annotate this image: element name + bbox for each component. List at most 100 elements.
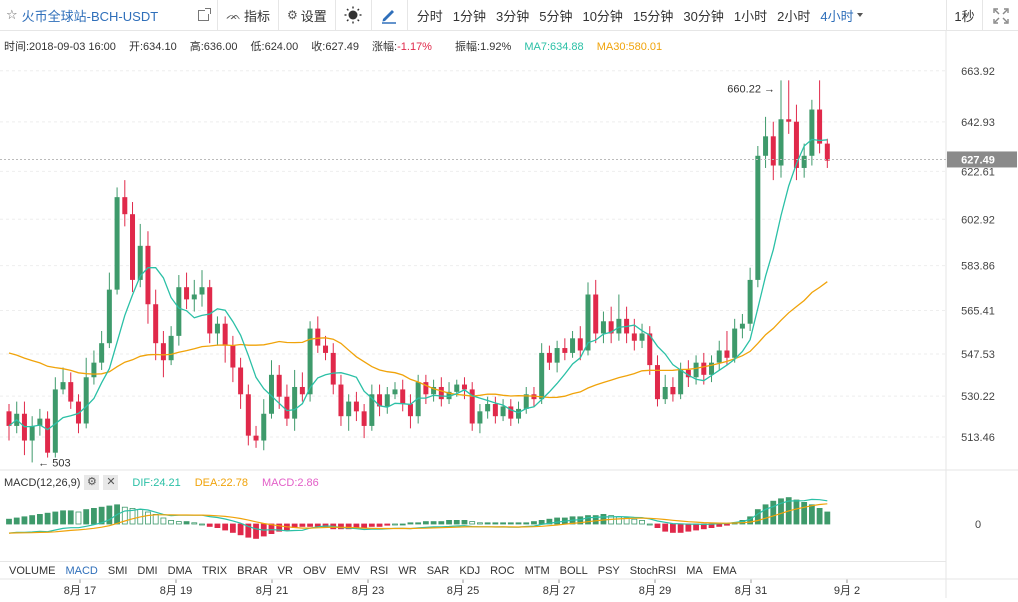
candle-body [492,404,498,417]
indicator-tab-obv[interactable]: OBV [302,564,327,577]
refresh-interval-button[interactable]: 1秒 [946,0,982,31]
candle-body [407,404,413,417]
timeframe-9[interactable]: 4小时 [815,0,867,31]
indicator-tab-volume[interactable]: VOLUME [9,564,56,577]
candle-body [724,350,730,358]
ma7-path [8,138,828,431]
indicator-tab-wr[interactable]: WR [398,564,417,577]
timeframe-2[interactable]: 3分钟 [496,8,530,24]
macd-zero-label: 0 [975,519,981,531]
indicator-tab-dma[interactable]: DMA [167,564,193,577]
indicator-tab-macd[interactable]: MACD [65,564,98,577]
indicator-tab-dmi[interactable]: DMI [137,564,158,577]
ma7-line [8,138,828,431]
indicator-tab-sar[interactable]: SAR [426,564,450,577]
candle-body [145,245,151,305]
timeframe-6[interactable]: 30分钟 [683,8,724,24]
macd-bar [299,523,306,527]
indicator-tab-roc[interactable]: ROC [490,564,515,577]
timeframe-0[interactable]: 分时 [416,8,443,24]
indicator-tab-stochrsi[interactable]: StochRSI [629,564,677,577]
macd-bar [801,501,808,525]
external-link-icon[interactable] [198,7,211,21]
macd-macd-value: MACD:2.86 [261,476,319,489]
candle-body [716,350,722,363]
macd-bar [600,514,607,525]
indicator-tab-boll[interactable]: BOLL [559,564,588,577]
candle-body [431,386,437,395]
fullscreen-button[interactable] [982,0,1018,31]
candle-body [763,136,769,156]
timeframe-1[interactable]: 1分钟 [452,8,486,24]
indicator-tab-emv[interactable]: EMV [336,564,361,577]
macd-bar [585,515,591,525]
price-tick-label: 513.46 [961,432,995,444]
candle-body [793,121,799,168]
time-axis: 8月 17 8月 19 8月 21 8月 23 8月 25 8月 27 8月 29 8月 31… [0,578,1018,597]
candle-body [292,386,298,419]
candle-body [809,109,815,156]
macd-bar [276,523,283,532]
timeframe-3[interactable]: 5分钟 [539,8,573,24]
candle-body [400,389,406,405]
indicator-tab-smi[interactable]: SMI [107,564,128,577]
theme-toggle-button[interactable] [336,0,372,31]
favorite-star-icon[interactable]: ☆ [6,7,18,22]
timeframe-8[interactable]: 2小时 [777,8,811,24]
info-low: 低:624.00 [250,41,299,53]
indicator-tab-vr[interactable]: VR [277,564,293,577]
macd-bar [307,523,313,527]
draw-tool-button[interactable] [372,0,408,31]
macd-bar [554,517,561,525]
candle-body [299,386,305,395]
indicator-tab-ema[interactable]: EMA [712,564,737,577]
macd-bar [685,523,692,532]
indicator-tab-brar[interactable]: BRAR [237,564,268,577]
macd-dea-line [8,503,828,534]
candle-body [546,352,552,363]
macd-close-icon[interactable]: ✕ [103,475,119,490]
indicator-tab-psy[interactable]: PSY [597,564,620,577]
price-tick-label: 642.93 [961,117,995,129]
settings-button[interactable]: ⚙ 设置 [279,0,336,31]
last-price-label: 627.49 [961,154,995,166]
macd-bar [214,523,221,528]
macd-bar [13,517,20,525]
indicator-tab-mtm[interactable]: MTM [524,564,550,577]
ohlc-info-line: 时间:2018-09-03 16:00 开:634.10 高:636.00 低:… [4,38,672,54]
market-title[interactable]: ☆ 火币全球站-BCH-USDT [0,0,218,31]
macd-bar [322,523,329,528]
macd-bar [708,523,715,528]
info-time: 时间:2018-09-03 16:00 [4,41,116,53]
macd-bar [392,523,398,526]
macd-bar [98,506,105,525]
indicators-button[interactable]: ᨏ 指标 [218,0,279,31]
candle-body [230,345,236,368]
candle-body [485,404,491,412]
timeframe-7[interactable]: 1小时 [733,8,768,24]
candle-body [184,287,190,300]
ma30-line [8,281,828,399]
candle-body [801,155,807,168]
candle-body [693,362,699,378]
macd-bar [461,520,468,525]
indicator-tab-rsi[interactable]: RSI [370,564,389,577]
indicator-tab-ma[interactable]: MA [686,564,703,577]
indicator-tab-trix[interactable]: TRIX [202,564,228,577]
indicator-tab-kdj[interactable]: KDJ [459,564,481,577]
macd-settings-gear-icon[interactable]: ⚙ [84,475,100,490]
candle-body [570,338,576,353]
macd-bar [83,509,90,525]
candle-body [685,369,691,378]
macd-bar [592,515,599,525]
candle-body [461,384,467,390]
timeframe-5[interactable]: 15分钟 [632,8,674,24]
macd-bar [384,523,391,526]
time-tick-label: 9月 2 [834,585,860,597]
candle-body [662,386,668,400]
time-tick-label: 8月 19 [160,585,192,597]
timeframe-4[interactable]: 10分钟 [582,8,623,24]
candle-body [307,328,313,395]
candle-body [701,362,707,375]
candle-body [284,396,290,419]
